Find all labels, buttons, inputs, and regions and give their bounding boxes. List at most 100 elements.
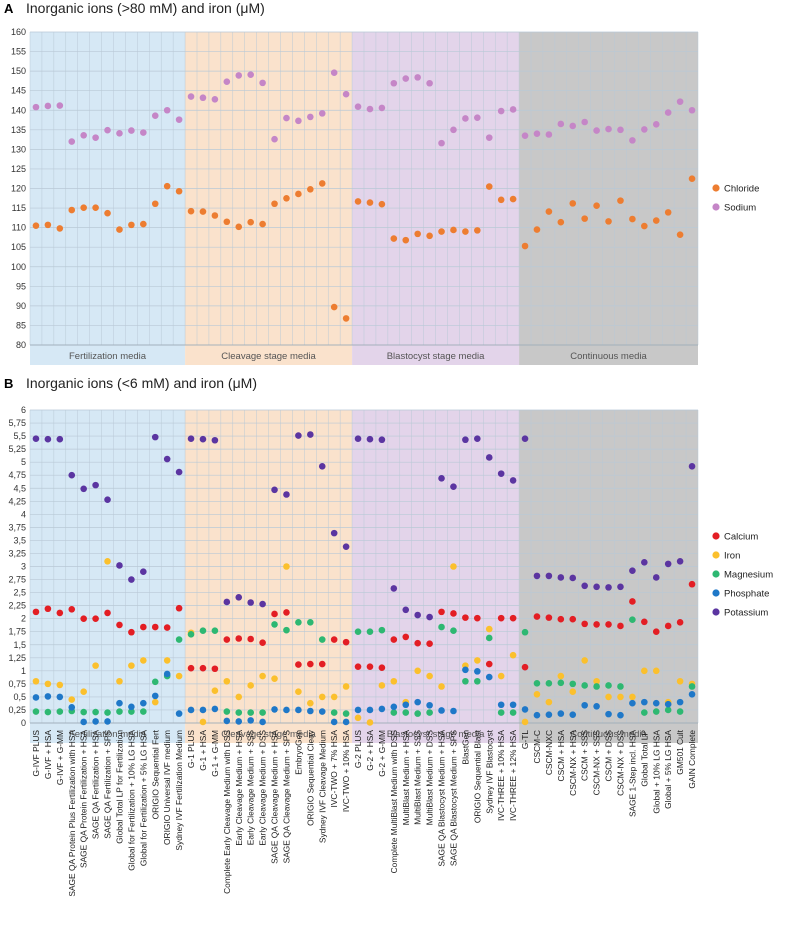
- x-category-label: SAGE QA Cleavage Medium + SPS: [281, 730, 291, 864]
- data-point-iron: [68, 696, 76, 703]
- data-point-sodium: [414, 74, 421, 81]
- y-tick-label: 1: [21, 666, 26, 676]
- data-point-iron: [199, 718, 207, 726]
- data-point-potassium: [402, 606, 410, 614]
- data-point-magnesium: [104, 709, 111, 716]
- data-point-calcium: [664, 622, 672, 630]
- data-point-magnesium: [462, 677, 469, 685]
- legend-marker: [712, 203, 720, 211]
- data-point-iron: [605, 693, 612, 701]
- data-point-iron: [629, 693, 636, 701]
- data-point-chloride: [462, 228, 469, 235]
- data-point-iron: [521, 718, 529, 726]
- data-point-phosphate: [676, 698, 684, 706]
- x-category-label: G-2 PLUS: [353, 730, 363, 769]
- x-category-label: IVC-TWO + 10% HSA: [341, 730, 351, 813]
- x-category-label: CSCM-NX + SSS: [592, 730, 602, 796]
- data-point-magnesium: [557, 679, 565, 687]
- data-point-chloride: [617, 197, 624, 204]
- x-category-label: Complete MultiBlast Medium with DSS: [389, 730, 399, 874]
- data-point-calcium: [211, 665, 219, 673]
- panel-title: Inorganic ions (<6 mM) and iron (μM): [26, 375, 257, 391]
- y-tick-label: 120: [11, 184, 26, 194]
- data-point-iron: [140, 657, 147, 664]
- data-point-magnesium: [56, 708, 64, 715]
- data-point-calcium: [617, 622, 624, 630]
- data-point-calcium: [569, 615, 577, 623]
- x-category-label: Global Total LP: [639, 730, 649, 787]
- data-point-phosphate: [521, 706, 529, 713]
- data-point-chloride: [80, 204, 87, 211]
- data-point-chloride: [283, 194, 290, 202]
- panel-a: A Inorganic ions (>80 mM) and iron (μM) 80…: [4, 0, 759, 365]
- data-point-phosphate: [283, 706, 290, 714]
- data-point-potassium: [211, 436, 219, 444]
- data-point-phosphate: [509, 701, 517, 709]
- data-point-magnesium: [175, 636, 183, 643]
- data-point-potassium: [295, 432, 302, 439]
- data-point-iron: [56, 681, 64, 689]
- x-category-label: BlastGen: [460, 730, 470, 765]
- data-point-calcium: [199, 664, 207, 672]
- data-point-calcium: [497, 614, 505, 622]
- y-tick-label: 3: [21, 562, 26, 572]
- x-category-label: IVC-THREE + 12% HSA: [508, 730, 518, 821]
- x-category-label: SAGE QA Fertilization + SPS: [103, 730, 113, 839]
- data-point-chloride: [163, 182, 171, 190]
- data-point-magnesium: [521, 628, 529, 636]
- data-point-magnesium: [199, 627, 207, 634]
- y-tick-label: 6: [21, 405, 26, 415]
- data-point-sodium: [652, 121, 660, 128]
- data-point-magnesium: [450, 627, 457, 634]
- data-point-magnesium: [509, 709, 517, 716]
- data-point-sodium: [521, 132, 529, 139]
- data-point-phosphate: [581, 701, 588, 709]
- legend-label: Iron: [724, 551, 740, 562]
- data-point-chloride: [426, 232, 433, 240]
- data-point-sodium: [593, 127, 600, 134]
- data-point-sodium: [128, 127, 135, 134]
- data-point-phosphate: [688, 691, 696, 698]
- data-point-potassium: [664, 560, 672, 568]
- data-point-potassium: [605, 584, 612, 591]
- data-point-sodium: [283, 114, 290, 122]
- data-point-calcium: [80, 615, 87, 622]
- data-point-phosphate: [80, 718, 87, 726]
- data-point-potassium: [247, 599, 254, 606]
- data-point-phosphate: [533, 711, 541, 719]
- data-point-phosphate: [485, 673, 493, 681]
- data-point-potassium: [307, 431, 314, 438]
- data-point-sodium: [295, 117, 302, 125]
- data-point-sodium: [247, 71, 254, 78]
- legend-marker: [712, 589, 720, 597]
- data-point-chloride: [104, 209, 111, 217]
- data-point-sodium: [32, 103, 40, 111]
- data-point-phosphate: [664, 700, 672, 708]
- data-point-phosphate: [569, 711, 577, 718]
- data-point-chloride: [223, 218, 231, 226]
- y-tick-label: 3,75: [8, 522, 26, 532]
- data-point-sodium: [474, 114, 481, 121]
- data-point-calcium: [438, 608, 445, 616]
- data-point-potassium: [557, 574, 565, 581]
- data-point-calcium: [688, 580, 696, 588]
- x-category-label: G-IVF PLUS: [31, 730, 41, 777]
- data-point-calcium: [330, 636, 338, 643]
- data-point-magnesium: [283, 626, 290, 634]
- data-point-magnesium: [235, 709, 243, 716]
- data-point-sodium: [187, 93, 195, 100]
- data-point-chloride: [378, 200, 386, 208]
- x-category-label: SAGE 1-Step incl. HSA: [627, 730, 637, 817]
- data-point-calcium: [163, 624, 171, 631]
- data-point-magnesium: [92, 708, 99, 716]
- data-point-phosphate: [318, 708, 326, 715]
- data-point-magnesium: [342, 710, 350, 717]
- data-point-magnesium: [688, 683, 696, 690]
- data-point-phosphate: [32, 694, 40, 701]
- data-point-phosphate: [235, 718, 243, 725]
- data-point-magnesium: [485, 634, 493, 642]
- data-point-sodium: [199, 94, 207, 102]
- data-point-iron: [235, 693, 243, 701]
- x-category-label: CSCM-NX + HSA: [568, 730, 578, 796]
